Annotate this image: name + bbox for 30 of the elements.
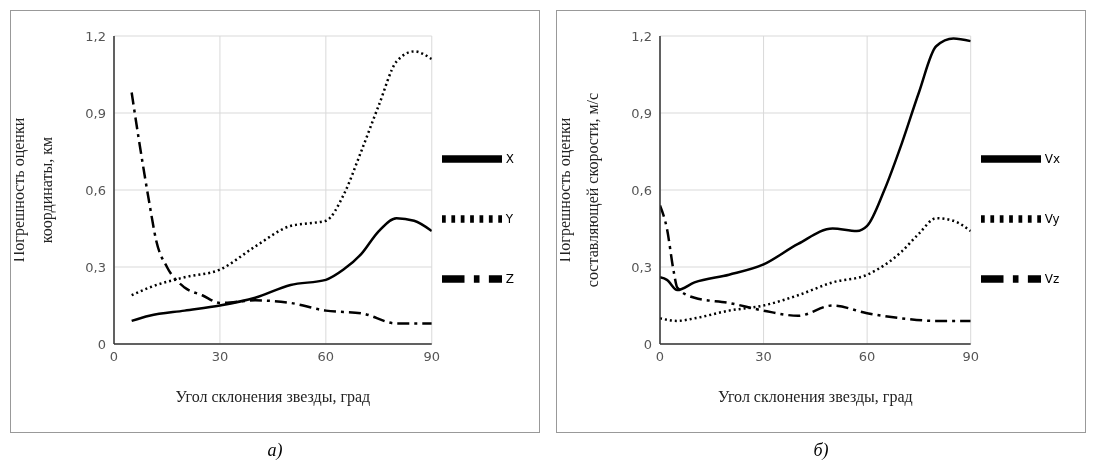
- y-tick-label: 0: [643, 336, 652, 352]
- y-axis-title: Погрешность оценки составляющей скорости, м/с: [556, 92, 602, 288]
- text: а): [266, 440, 284, 461]
- x-tick-label: 30: [211, 349, 229, 365]
- x-axis-title: Угол склонения звезды, град: [718, 388, 913, 406]
- x-tick-label: 90: [423, 349, 441, 365]
- y-tick-label: 0: [97, 336, 106, 352]
- y-axis-title: Погрешность оценки координаты, км: [10, 117, 56, 263]
- y-tick-label: 0,6: [631, 182, 652, 198]
- y-tick-label: 0,9: [631, 105, 652, 121]
- legend-label: Vy: [1044, 211, 1060, 226]
- x-axis-title: Угол склонения звезды, град: [175, 388, 371, 406]
- y-tick-label: 0,3: [85, 259, 106, 275]
- y-tick-label: 0,3: [631, 259, 652, 275]
- x-tick-label: 60: [317, 349, 335, 365]
- y-tick-label: 0,9: [85, 105, 106, 121]
- y-tick-label: 1,2: [85, 28, 106, 44]
- legend-label: Y: [505, 211, 514, 226]
- text: б): [812, 440, 830, 461]
- x-tick-label: 0: [109, 349, 119, 365]
- legend-label: Vx: [1044, 151, 1060, 166]
- y-tick-label: 0,6: [85, 182, 106, 198]
- y-tick-label: 1,2: [631, 28, 652, 44]
- legend-label: X: [505, 151, 514, 166]
- x-tick-label: 30: [755, 349, 772, 365]
- legend-label: Z: [505, 271, 514, 286]
- x-tick-label: 0: [655, 349, 665, 365]
- x-tick-label: 90: [962, 349, 979, 365]
- x-tick-label: 60: [858, 349, 876, 365]
- legend-label: Vz: [1044, 271, 1060, 286]
